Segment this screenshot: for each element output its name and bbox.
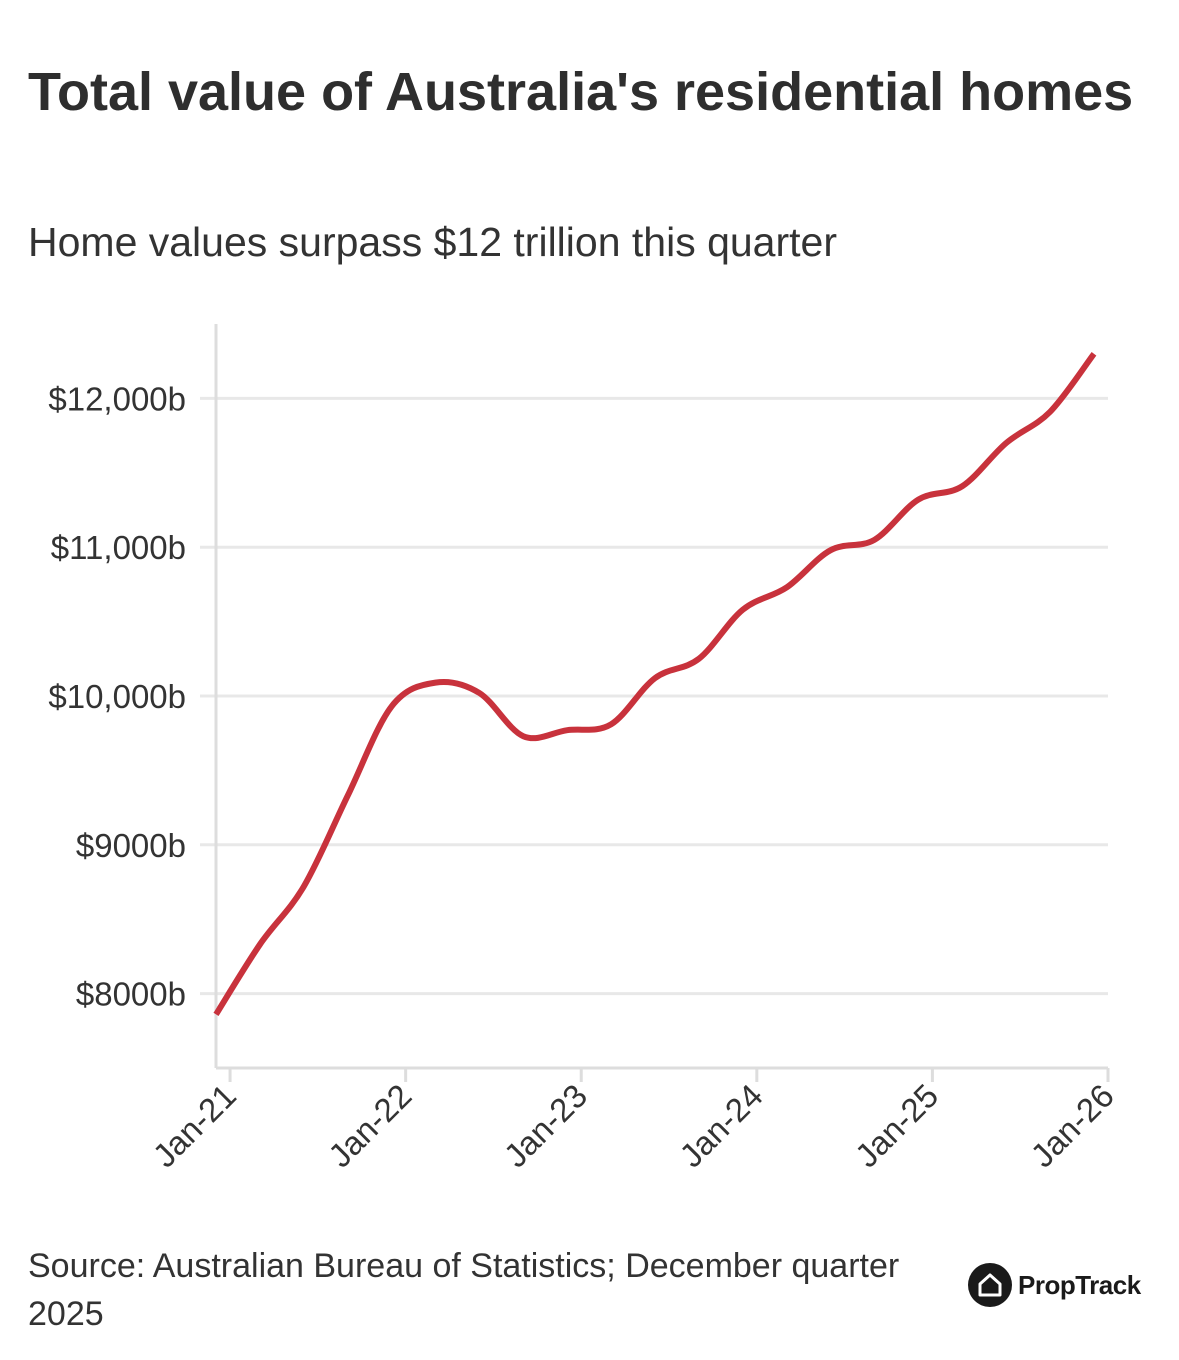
y-tick-label: $11,000b <box>51 529 186 566</box>
gridlines <box>200 396 1108 996</box>
chart-subtitle: Home values surpass $12 trillion this qu… <box>28 219 837 265</box>
series <box>213 351 1097 1016</box>
y-tick-label: $10,000b <box>48 678 186 715</box>
proptrack-logo: PropTrack <box>968 1263 1141 1307</box>
y-tick-label: $9000b <box>76 827 186 864</box>
brand-name: PropTrack <box>1018 1269 1141 1300</box>
house-icon <box>968 1263 1012 1307</box>
y-axis-labels: $8000b $9000b $10,000b $11,000b $12,000b <box>48 380 186 1012</box>
chart-title: Total value of Australia's residential h… <box>28 62 1134 122</box>
line-chart: $8000b $9000b $10,000b $11,000b $12,000b Jan… <box>48 324 1121 1175</box>
x-tick-label: Jan-23 <box>497 1077 595 1175</box>
source-note: Source: Australian Bureau of Statistics;… <box>28 1247 900 1333</box>
axes <box>214 324 1110 1082</box>
x-tick-label: Jan-26 <box>1023 1077 1121 1175</box>
series-line <box>213 351 1097 1016</box>
x-tick-label: Jan-22 <box>321 1077 419 1175</box>
x-axis-labels: Jan-21 Jan-22 Jan-23 Jan-24 Jan-25 Jan-26 <box>145 1077 1120 1175</box>
y-tick-label: $12,000b <box>48 380 186 417</box>
x-tick-label: Jan-25 <box>848 1077 946 1175</box>
x-tick-label: Jan-21 <box>145 1077 243 1175</box>
x-tick-label: Jan-24 <box>672 1077 770 1175</box>
y-tick-label: $8000b <box>76 976 186 1013</box>
